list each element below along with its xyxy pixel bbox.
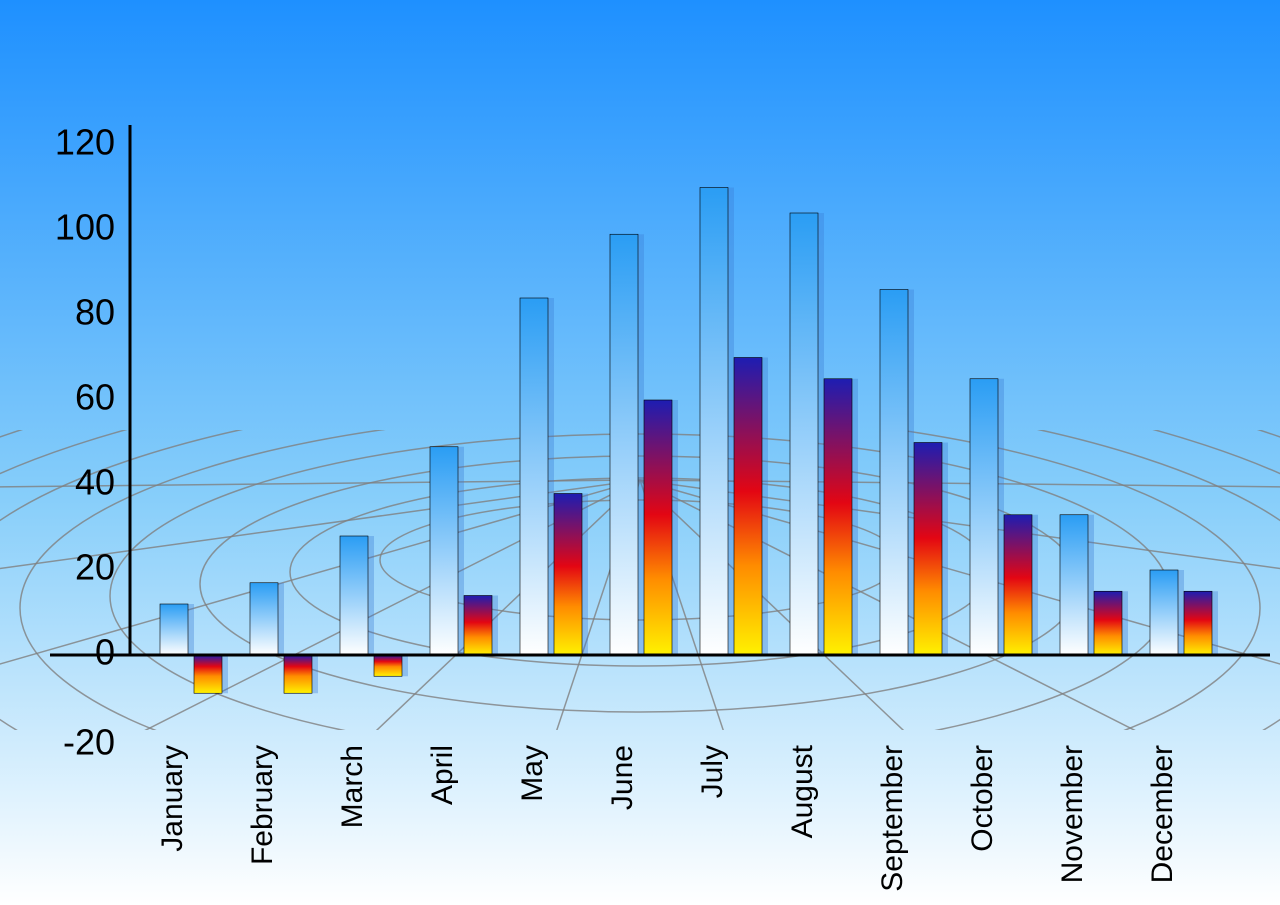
x-tick-label: October [966,745,999,852]
x-tick-label-group: June [606,745,639,810]
y-tick-label: 20 [75,547,115,588]
bar-series-a-0 [160,604,188,655]
bar-series-b-11 [1184,591,1212,655]
bar-series-b-9 [1004,515,1032,655]
x-tick-label: September [876,745,909,892]
x-tick-label: March [336,745,369,828]
y-tick-label: 80 [75,292,115,333]
bar-series-a-6 [700,188,728,656]
bar-series-a-3 [430,447,458,655]
x-tick-label: June [606,745,639,810]
bar-series-b-4 [554,494,582,656]
x-tick-label-group: March [336,745,369,828]
bar-series-a-2 [340,536,368,655]
bar-series-a-1 [250,583,278,655]
bar-series-b-6 [734,358,762,656]
bar-series-a-11 [1150,570,1178,655]
bar-series-a-9 [970,379,998,655]
y-tick-label: 120 [55,122,115,163]
y-tick-label: 40 [75,462,115,503]
bar-series-a-10 [1060,515,1088,655]
x-tick-label-group: February [246,745,279,865]
x-tick-label: November [1056,745,1089,883]
bar-series-b-5 [644,400,672,655]
x-tick-label: May [516,745,549,802]
x-tick-label-group: July [696,745,729,798]
bar-series-b-8 [914,443,942,656]
bar-series-a-5 [610,234,638,655]
x-tick-label: December [1146,745,1179,883]
y-tick-label: 60 [75,377,115,418]
bar-series-a-4 [520,298,548,655]
x-tick-label: February [246,745,279,865]
x-tick-label-group: December [1146,745,1179,883]
x-tick-label-group: September [876,745,909,892]
x-tick-label-group: January [156,745,189,852]
bar-series-b-1 [284,655,312,693]
y-tick-label: 100 [55,207,115,248]
x-tick-label-group: April [426,745,459,805]
x-tick-label: July [696,745,729,798]
bar-series-b-3 [464,596,492,656]
y-tick-label: -20 [63,722,115,763]
x-tick-label-group: November [1056,745,1089,883]
x-tick-label: August [786,744,819,838]
bar-series-b-7 [824,379,852,655]
y-tick-label: 0 [95,632,115,673]
chart-container: -20 0 20 40 60 80 100 120 January February March Ap… [0,0,1280,905]
bar-series-a-8 [880,290,908,656]
chart-svg: -20 0 20 40 60 80 100 120 January February March Ap… [0,0,1280,905]
x-tick-label-group: October [966,745,999,852]
bar-series-b-10 [1094,591,1122,655]
bar-series-a-7 [790,213,818,655]
x-tick-label-group: August [786,744,819,838]
x-tick-label: April [426,745,459,805]
bar-series-b-2 [374,655,402,676]
x-tick-label: January [156,745,189,852]
x-tick-label-group: May [516,745,549,802]
bar-series-b-0 [194,655,222,693]
